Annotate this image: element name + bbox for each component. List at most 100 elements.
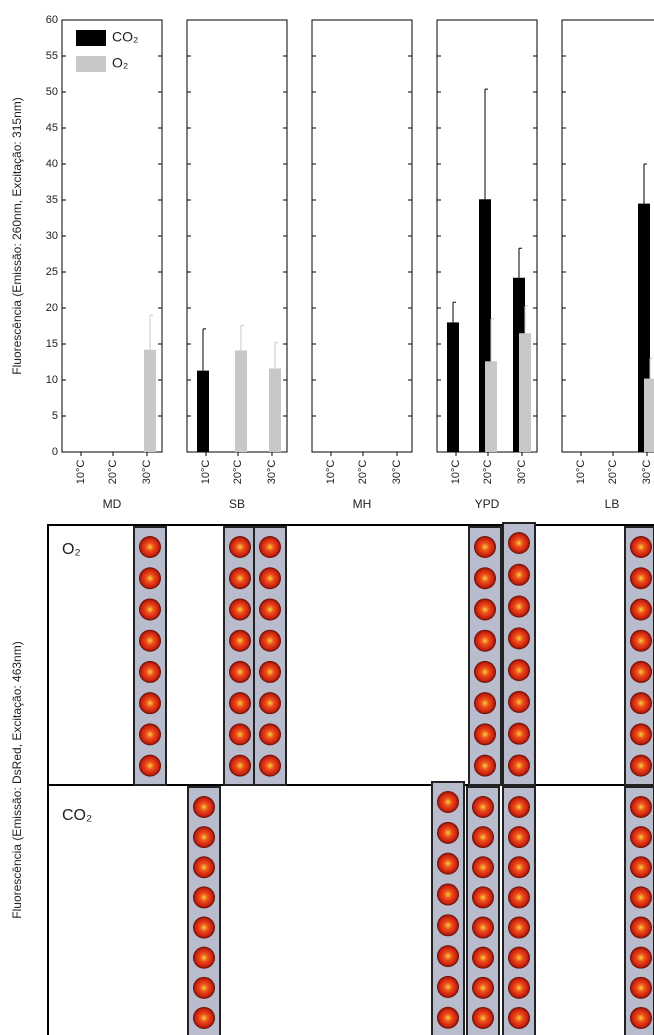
photo-strip: [253, 526, 287, 786]
colony: [259, 692, 281, 715]
x-tick-label: 20°C: [107, 460, 119, 485]
x-tick-label: 30°C: [141, 460, 153, 485]
colony: [139, 754, 161, 777]
colony: [139, 598, 161, 621]
colony: [193, 886, 215, 909]
colony: [474, 723, 496, 746]
colony: [630, 916, 652, 939]
colony: [139, 660, 161, 683]
colony: [630, 826, 652, 849]
colony: [139, 692, 161, 715]
x-tick-label: 30°C: [266, 460, 278, 485]
colony: [472, 886, 494, 909]
colony: [259, 723, 281, 746]
colony: [508, 595, 530, 618]
colony: [474, 567, 496, 590]
bar: [144, 349, 156, 452]
colony: [508, 886, 530, 909]
colony: [472, 826, 494, 849]
bar: [519, 333, 531, 452]
panel-title: SB: [229, 497, 245, 511]
colony: [229, 754, 251, 777]
colony: [508, 754, 530, 777]
colony: [139, 629, 161, 652]
colony: [229, 629, 251, 652]
colony: [437, 945, 459, 968]
colony: [229, 536, 251, 558]
y-tick-label: 40: [46, 158, 58, 170]
x-tick-label: 20°C: [232, 460, 244, 485]
colony: [508, 1006, 530, 1029]
colony: [472, 916, 494, 939]
colony: [193, 856, 215, 879]
panel-title: MH: [353, 497, 372, 511]
colony: [630, 692, 652, 715]
colony: [508, 690, 530, 713]
image-axis-label: Fluorescência (Emissão: DsRed, Excitação…: [10, 641, 24, 918]
bar: [485, 361, 497, 452]
row-label: O₂: [62, 541, 81, 558]
colony: [193, 946, 215, 969]
x-tick-label: 10°C: [575, 460, 587, 485]
colony: [259, 629, 281, 652]
colony: [508, 856, 530, 879]
colony: [630, 886, 652, 909]
colony: [508, 916, 530, 939]
colony: [630, 796, 652, 818]
colony: [630, 754, 652, 777]
colony: [630, 976, 652, 999]
colony: [630, 856, 652, 879]
colony: [193, 916, 215, 939]
colony: [193, 796, 215, 818]
colony: [508, 627, 530, 650]
photo-strip: [133, 526, 167, 786]
y-tick-label: 55: [46, 50, 58, 62]
colony: [508, 722, 530, 745]
photo-strip: [468, 526, 502, 786]
panel-title: LB: [605, 497, 620, 511]
colony: [139, 536, 161, 558]
colony: [474, 660, 496, 683]
x-tick-label: 10°C: [325, 460, 337, 485]
legend-swatch: [76, 30, 106, 46]
colony: [229, 660, 251, 683]
legend-swatch: [76, 56, 106, 72]
y-tick-label: 5: [52, 410, 58, 422]
y-tick-label: 60: [46, 14, 58, 26]
colony: [508, 659, 530, 682]
colony: [472, 946, 494, 969]
bar: [235, 350, 247, 452]
colony: [259, 660, 281, 683]
colony: [259, 598, 281, 621]
colony: [229, 598, 251, 621]
colony: [630, 536, 652, 558]
colony: [508, 563, 530, 586]
x-tick-label: 10°C: [75, 460, 87, 485]
colony: [139, 567, 161, 590]
colony: [259, 567, 281, 590]
colony: [474, 536, 496, 558]
colony: [229, 567, 251, 590]
x-tick-label: 20°C: [357, 460, 369, 485]
colony: [259, 754, 281, 777]
x-tick-label: 10°C: [200, 460, 212, 485]
colony: [229, 723, 251, 746]
colony: [193, 826, 215, 849]
panel-title: YPD: [475, 497, 500, 511]
colony: [474, 754, 496, 777]
y-tick-label: 0: [52, 446, 58, 458]
y-tick-label: 50: [46, 86, 58, 98]
x-tick-label: 30°C: [641, 460, 653, 485]
colony: [259, 536, 281, 558]
colony: [474, 692, 496, 715]
colony: [630, 660, 652, 683]
colony: [630, 598, 652, 621]
colony: [437, 975, 459, 998]
x-tick-label: 20°C: [482, 460, 494, 485]
image-frame: [47, 524, 654, 1035]
legend-label: CO₂: [112, 29, 138, 45]
colony: [630, 723, 652, 746]
photo-strip: [624, 526, 654, 786]
colony: [437, 883, 459, 906]
